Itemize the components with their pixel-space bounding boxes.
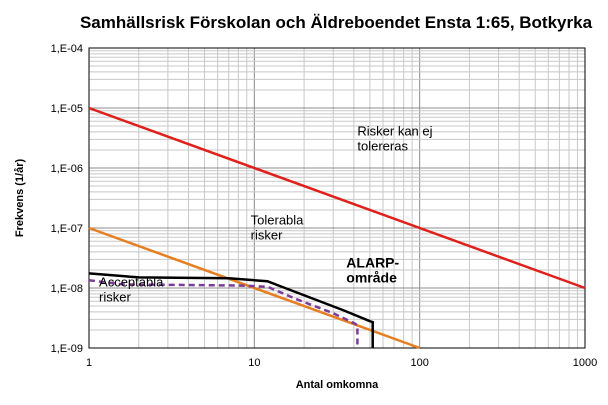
- tick-labels: 1 10 100 1000 1,E-09 1,E-08 1,E-07 1,E-06 1,E-05…: [51, 43, 598, 369]
- annotations: Risker kan ej tolereras Tolerabla risker ALA…: [99, 123, 433, 304]
- x-tick-label: 1: [86, 357, 92, 369]
- annotation-4: Acceptabla risker: [99, 275, 164, 305]
- annotation-2: Tolerabla risker: [251, 212, 305, 242]
- y-tick-label: 1,E-09: [51, 343, 83, 355]
- series-group: [88, 106, 586, 350]
- series-line-4: [88, 278, 359, 348]
- plot-area: [88, 47, 586, 349]
- x-axis-title: Antal omkomna: [296, 379, 379, 391]
- series-line-2: [88, 226, 421, 350]
- x-tick-label: 1000: [573, 357, 597, 369]
- y-tick-label: 1,E-04: [51, 43, 83, 55]
- chart-title: Samhällsrisk Förskolan och Äldreboendet …: [80, 13, 593, 32]
- y-tick-label: 1,E-06: [51, 163, 83, 175]
- y-axis-title: Frekvens (1/år): [14, 159, 26, 238]
- annotation-3: ALARP-område: [346, 254, 399, 285]
- annotation-1: Risker kan ej tolereras: [357, 123, 432, 153]
- y-tick-label: 1,E-07: [51, 223, 83, 235]
- x-tick-label: 100: [410, 357, 428, 369]
- grid: [89, 48, 585, 348]
- series-line-1: [88, 106, 586, 290]
- y-tick-label: 1,E-08: [51, 283, 83, 295]
- y-tick-label: 1,E-05: [51, 103, 83, 115]
- x-tick-label: 10: [248, 357, 260, 369]
- series-line-3: [88, 272, 374, 348]
